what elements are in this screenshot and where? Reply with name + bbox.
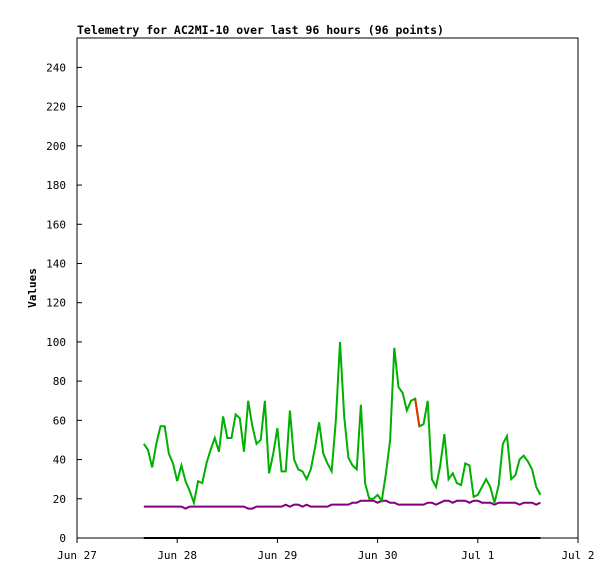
y-tick-label: 240 xyxy=(46,61,66,74)
series-line xyxy=(143,499,541,510)
x-tick-label: Jun 30 xyxy=(358,549,398,562)
y-tick-label: 160 xyxy=(46,218,66,231)
y-tick-label: 60 xyxy=(53,414,66,427)
x-tick-label: Jun 28 xyxy=(157,549,197,562)
series-line xyxy=(414,398,421,427)
y-tick-label: 0 xyxy=(59,532,66,545)
y-tick-label: 20 xyxy=(53,493,66,506)
y-tick-label: 180 xyxy=(46,179,66,192)
y-tick-label: 40 xyxy=(53,454,66,467)
y-tick-label: 80 xyxy=(53,375,66,388)
y-tick-label: 140 xyxy=(46,257,66,270)
series-line xyxy=(142,341,542,507)
x-tick-label: Jun 29 xyxy=(258,549,298,562)
y-axis-label: Values xyxy=(26,268,39,308)
chart-title: Telemetry for AC2MI-10 over last 96 hour… xyxy=(77,23,444,37)
x-tick-label: Jun 27 xyxy=(57,549,97,562)
y-tick-label: 100 xyxy=(46,336,66,349)
y-tick-label: 200 xyxy=(46,140,66,153)
x-tick-label: Jul 1 xyxy=(461,549,494,562)
y-tick-label: 120 xyxy=(46,297,66,310)
x-tick-label: Jul 2 xyxy=(561,549,594,562)
y-tick-label: 220 xyxy=(46,101,66,114)
